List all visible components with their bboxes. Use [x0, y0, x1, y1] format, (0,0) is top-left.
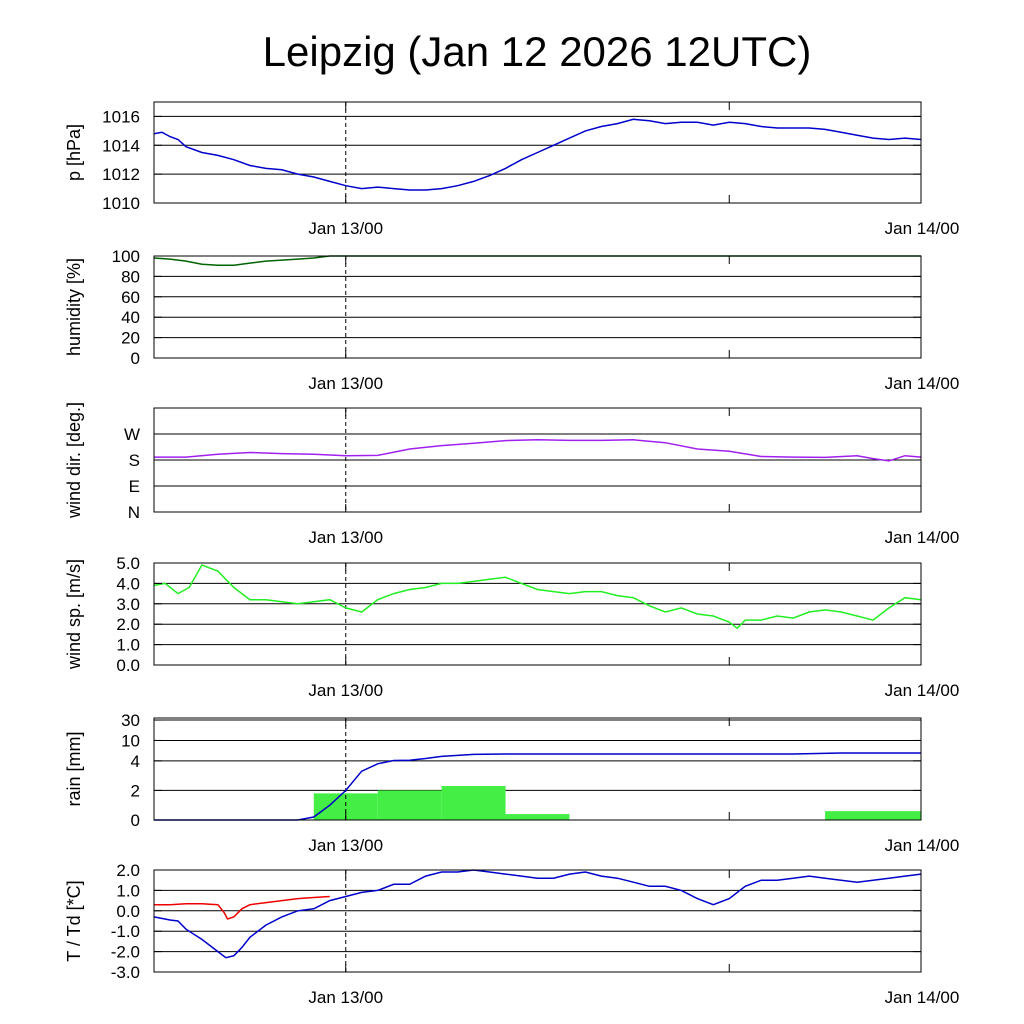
x-tick-label: Jan 13/00: [308, 988, 383, 1007]
plot-frame: [153, 717, 922, 821]
x-tick-label: Jan 14/00: [885, 374, 960, 393]
x-tick-label: Jan 14/00: [885, 681, 960, 700]
panel-1: 1010 1012 1014 1016 Jan 13/00 Jan 14/00 p [hPa…: [64, 101, 960, 238]
y-axis-label: wind dir. [deg.]: [64, 402, 84, 519]
x-tick-label: Jan 13/00: [308, 528, 383, 547]
y-tick-label: -2.0: [111, 943, 140, 962]
panel-6: -3.0-2.0 -1.00.0 1.02.0 Jan 13/00 Jan 14/00 T…: [64, 861, 959, 1007]
y-tick-label: 4: [131, 752, 140, 771]
chart-title: Leipzig (Jan 12 2026 12UTC): [263, 28, 812, 75]
y-tick-label: 5.0: [116, 554, 140, 573]
series-line-1: [154, 752, 921, 821]
y-tick-label: 1010: [102, 194, 140, 213]
y-tick-label: -1.0: [111, 922, 140, 941]
y-tick-label: 1.0: [116, 881, 140, 900]
plot-frame: [153, 101, 922, 204]
x-tick-label: Jan 14/00: [885, 836, 960, 855]
x-tick-label: Jan 14/00: [885, 219, 960, 238]
series-line-1: [153, 118, 922, 191]
y-tick-label: 3.0: [116, 595, 140, 614]
y-tick-label: 2: [131, 781, 140, 800]
rain-bar: [377, 790, 442, 820]
y-axis-label: T / Td [*C]: [64, 880, 84, 961]
x-tick-label: Jan 14/00: [885, 528, 960, 547]
series-line-1: [153, 869, 922, 959]
series-line-1: [154, 439, 922, 462]
y-tick-label: 100: [112, 247, 140, 266]
x-tick-label: Jan 13/00: [308, 681, 383, 700]
y-axis-label: humidity [%]: [64, 258, 84, 356]
y-tick-label: 1012: [102, 165, 140, 184]
series-line-1: [153, 255, 921, 266]
x-tick-label: Jan 13/00: [308, 219, 383, 238]
y-tick-label: E: [129, 477, 140, 496]
x-tick-label: Jan 14/00: [885, 988, 960, 1007]
y-tick-label: 1.0: [116, 636, 140, 655]
rain-bar: [505, 814, 570, 820]
y-tick-label: 0: [131, 349, 140, 368]
rain-bar: [825, 811, 921, 820]
x-tick-label: Jan 13/00: [308, 374, 383, 393]
y-axis-label: p [hPa]: [64, 124, 84, 181]
plot-frame: [153, 255, 922, 359]
y-tick-label: 1016: [102, 107, 140, 126]
y-tick-label: 10: [121, 731, 140, 750]
y-tick-label: W: [124, 425, 140, 444]
y-tick-label: 0.0: [116, 656, 140, 675]
panels-group: 1010 1012 1014 1016 Jan 13/00 Jan 14/00 p [hPa…: [64, 101, 960, 1007]
y-tick-label: -3.0: [111, 963, 140, 982]
y-tick-label: 60: [121, 288, 140, 307]
plot-frame: [153, 562, 922, 666]
panel-4: 0.01.0 2.03.0 4.05.0 Jan 13/00 Jan 14/00 wind…: [64, 554, 959, 700]
y-tick-label: 0: [131, 811, 140, 830]
y-axis-label: rain [mm]: [64, 731, 84, 806]
y-tick-label: 4.0: [116, 574, 140, 593]
y-axis-label: wind sp. [m/s]: [64, 559, 84, 670]
y-tick-label: 1014: [102, 136, 140, 155]
rain-bar: [441, 785, 506, 820]
y-tick-label: 30: [121, 711, 140, 730]
y-tick-label: N: [128, 503, 140, 522]
y-tick-label: 0.0: [116, 902, 140, 921]
y-tick-label: S: [129, 451, 140, 470]
y-tick-label: 80: [121, 267, 140, 286]
series-line-1: [153, 564, 922, 630]
y-tick-label: 40: [121, 308, 140, 327]
series-line-2: [154, 895, 330, 920]
y-tick-label: 20: [121, 329, 140, 348]
y-tick-label: 2.0: [116, 615, 140, 634]
plot-frame: [153, 869, 922, 973]
y-tick-label: 2.0: [116, 861, 140, 880]
x-tick-label: Jan 13/00: [308, 836, 383, 855]
